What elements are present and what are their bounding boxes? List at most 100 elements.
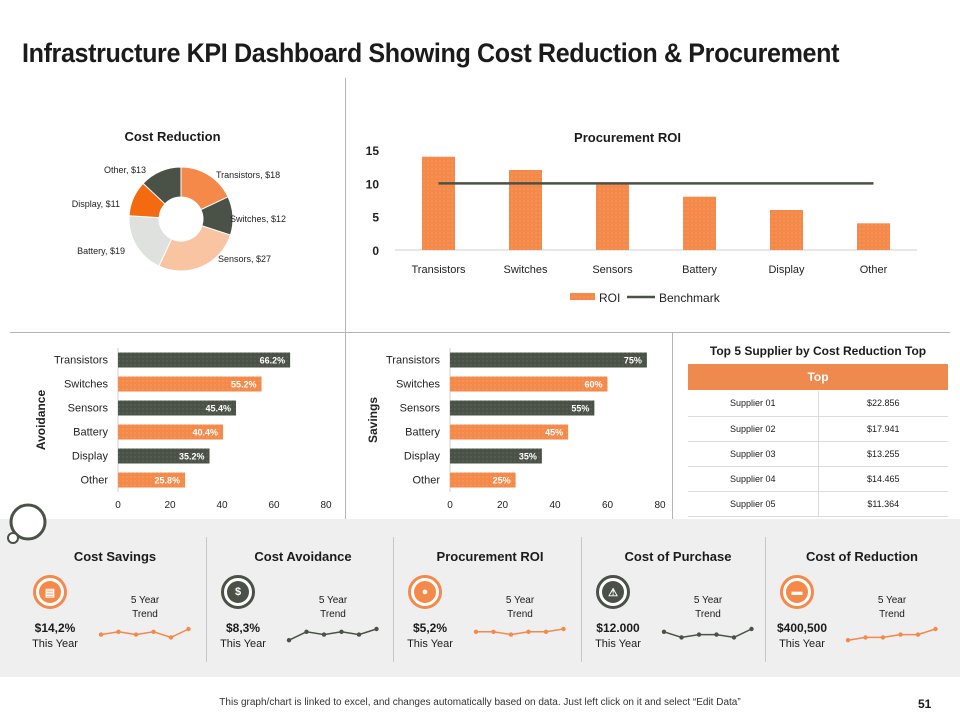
hbar-data-label: 35% (519, 452, 537, 462)
kpi-value: $8,3% (225, 621, 261, 635)
supplier-table-header: Top (688, 364, 948, 390)
roi-bar-switches (509, 170, 542, 250)
kpi-separator (206, 537, 207, 662)
hbar-transistors (450, 352, 647, 368)
table-row: Supplier 02 $17.941 (688, 416, 948, 442)
hbar-data-label: 40.4% (193, 428, 219, 438)
sparkline-point (339, 629, 344, 634)
sparkline-point (731, 635, 737, 640)
hbar-data-label: 75% (624, 356, 642, 366)
hbar-category-label: Other (412, 475, 440, 487)
kpi-sub-label: This Year (595, 638, 641, 650)
hbar-data-label: 25.8% (155, 476, 181, 486)
hbar-switches (118, 376, 262, 392)
hbar-x-tick: 60 (268, 500, 280, 511)
donut-label: Transistors, $18 (216, 170, 280, 180)
hbar-other (118, 472, 186, 488)
table-row: Supplier 05 $11.364 (688, 491, 948, 517)
kpi-card-cost-savings: Cost Savings ▤ $14,2% This Year 5 Year T… (25, 537, 205, 663)
supplier-value: $11.364 (818, 491, 948, 517)
kpi-trend-label: 5 Year Trend (490, 594, 550, 622)
warning-icon: ⚠ (596, 575, 630, 609)
table-row: Supplier 01 $22.856 (688, 391, 948, 417)
hbar-category-label: Switches (396, 379, 441, 391)
hbar-x-tick: 40 (549, 500, 561, 511)
kpi-trend-line-1: 5 Year (130, 595, 160, 606)
kpi-sub-label: This Year (779, 638, 825, 650)
sparkline-point (151, 629, 156, 634)
avoidance-bar-chart: 66.2% Transistors 55.2% Switches 45.4% Sensor… (34, 348, 332, 511)
piggy-bank-icon: ● (408, 575, 442, 609)
sparkline-point (321, 632, 327, 637)
sparkline-point (679, 635, 684, 640)
hbar-display (450, 448, 542, 464)
kpi-title: Cost Savings (73, 549, 157, 564)
sparkline-point (374, 626, 379, 632)
supplier-name: Supplier 05 (688, 491, 819, 517)
kpi-title: Cost Avoidance (254, 549, 352, 564)
hbar-x-tick: 20 (164, 500, 176, 511)
footer-note: This graph/chart is linked to excel, and… (219, 697, 741, 708)
divider-horizontal-mid (10, 332, 950, 333)
supplier-value: $13.255 (818, 441, 948, 467)
legend-roi-label: ROI (599, 291, 620, 305)
kpi-trend-label: 5 Year Trend (862, 594, 922, 622)
hbar-x-tick: 40 (216, 500, 228, 511)
money-bag-icon: $ (221, 575, 255, 609)
roi-bar-transistors (422, 156, 455, 250)
cost-reduction-donut-chart: Transistors, $18 Switches, $12 Sensors, $2… (72, 165, 286, 272)
hbar-category-label: Sensors (68, 403, 109, 415)
page-number: 51 (918, 697, 932, 711)
hbar-category-label: Switches (64, 379, 109, 391)
hbar-battery (118, 424, 224, 440)
sparkline-point (845, 638, 851, 643)
hbar-data-label: 55.2% (231, 380, 257, 390)
decorative-circles-icon (7, 503, 47, 544)
kpi-card-cost-of-purchase: Cost of Purchase ⚠ $12.000 This Year 5 Y… (588, 537, 768, 663)
sparkline-point (661, 629, 667, 634)
supplier-value: $17.941 (818, 416, 948, 442)
donut-label: Switches, $12 (230, 214, 286, 224)
kpi-trend-line-2: Trend (132, 609, 158, 620)
hbar-x-tick: 0 (447, 500, 453, 511)
roi-x-tick: Battery (682, 264, 717, 276)
kpi-trend-label: 5 Year Trend (678, 594, 738, 622)
hbar-data-label: 45.4% (206, 404, 232, 414)
donut-slice-sensors (158, 225, 232, 272)
supplier-name: Supplier 04 (688, 466, 819, 492)
hbar-battery (450, 424, 569, 440)
kpi-trend-label: 5 Year Trend (303, 594, 363, 622)
kpi-sparkline (286, 626, 379, 643)
roi-bar-display (770, 210, 803, 250)
hbar-x-tick: 80 (654, 500, 666, 511)
kpi-sub-label: This Year (220, 638, 266, 650)
kpi-trend-line-2: Trend (695, 609, 721, 620)
supplier-value: $14.465 (818, 466, 948, 492)
hbar-transistors (118, 352, 291, 368)
kpi-separator (393, 537, 394, 662)
table-row: Supplier 04 $14.465 (688, 466, 948, 492)
donut-label: Sensors, $27 (218, 254, 271, 264)
roi-y-tick: 15 (366, 144, 380, 158)
hbar-data-label: 35.2% (179, 452, 205, 462)
sparkline-point (491, 629, 496, 634)
hbar-category-label: Transistors (54, 355, 108, 367)
hbar-sensors (118, 400, 237, 416)
donut-slice-other (142, 166, 182, 205)
kpi-sparkline (98, 626, 191, 640)
hbar-category-label: Battery (405, 427, 440, 439)
sparkline-point (543, 629, 549, 634)
kpi-title: Cost of Purchase (624, 549, 732, 564)
register-icon: ▬ (780, 575, 814, 609)
hbar-category-label: Sensors (400, 403, 441, 415)
hbar-other (450, 472, 516, 488)
sparkline-point (133, 632, 139, 637)
kpi-separator (581, 537, 582, 662)
hbar-category-label: Transistors (386, 355, 440, 367)
roi-bar-battery (683, 196, 716, 250)
roi-x-tick: Switches (503, 264, 548, 276)
kpi-title: Procurement ROI (436, 549, 544, 564)
divider-vertical-right (672, 332, 673, 519)
kpi-trend-line-2: Trend (507, 609, 533, 620)
savings-bar-chart: 75% Transistors 60% Switches 55% Sensors 45% Ba… (366, 348, 666, 511)
